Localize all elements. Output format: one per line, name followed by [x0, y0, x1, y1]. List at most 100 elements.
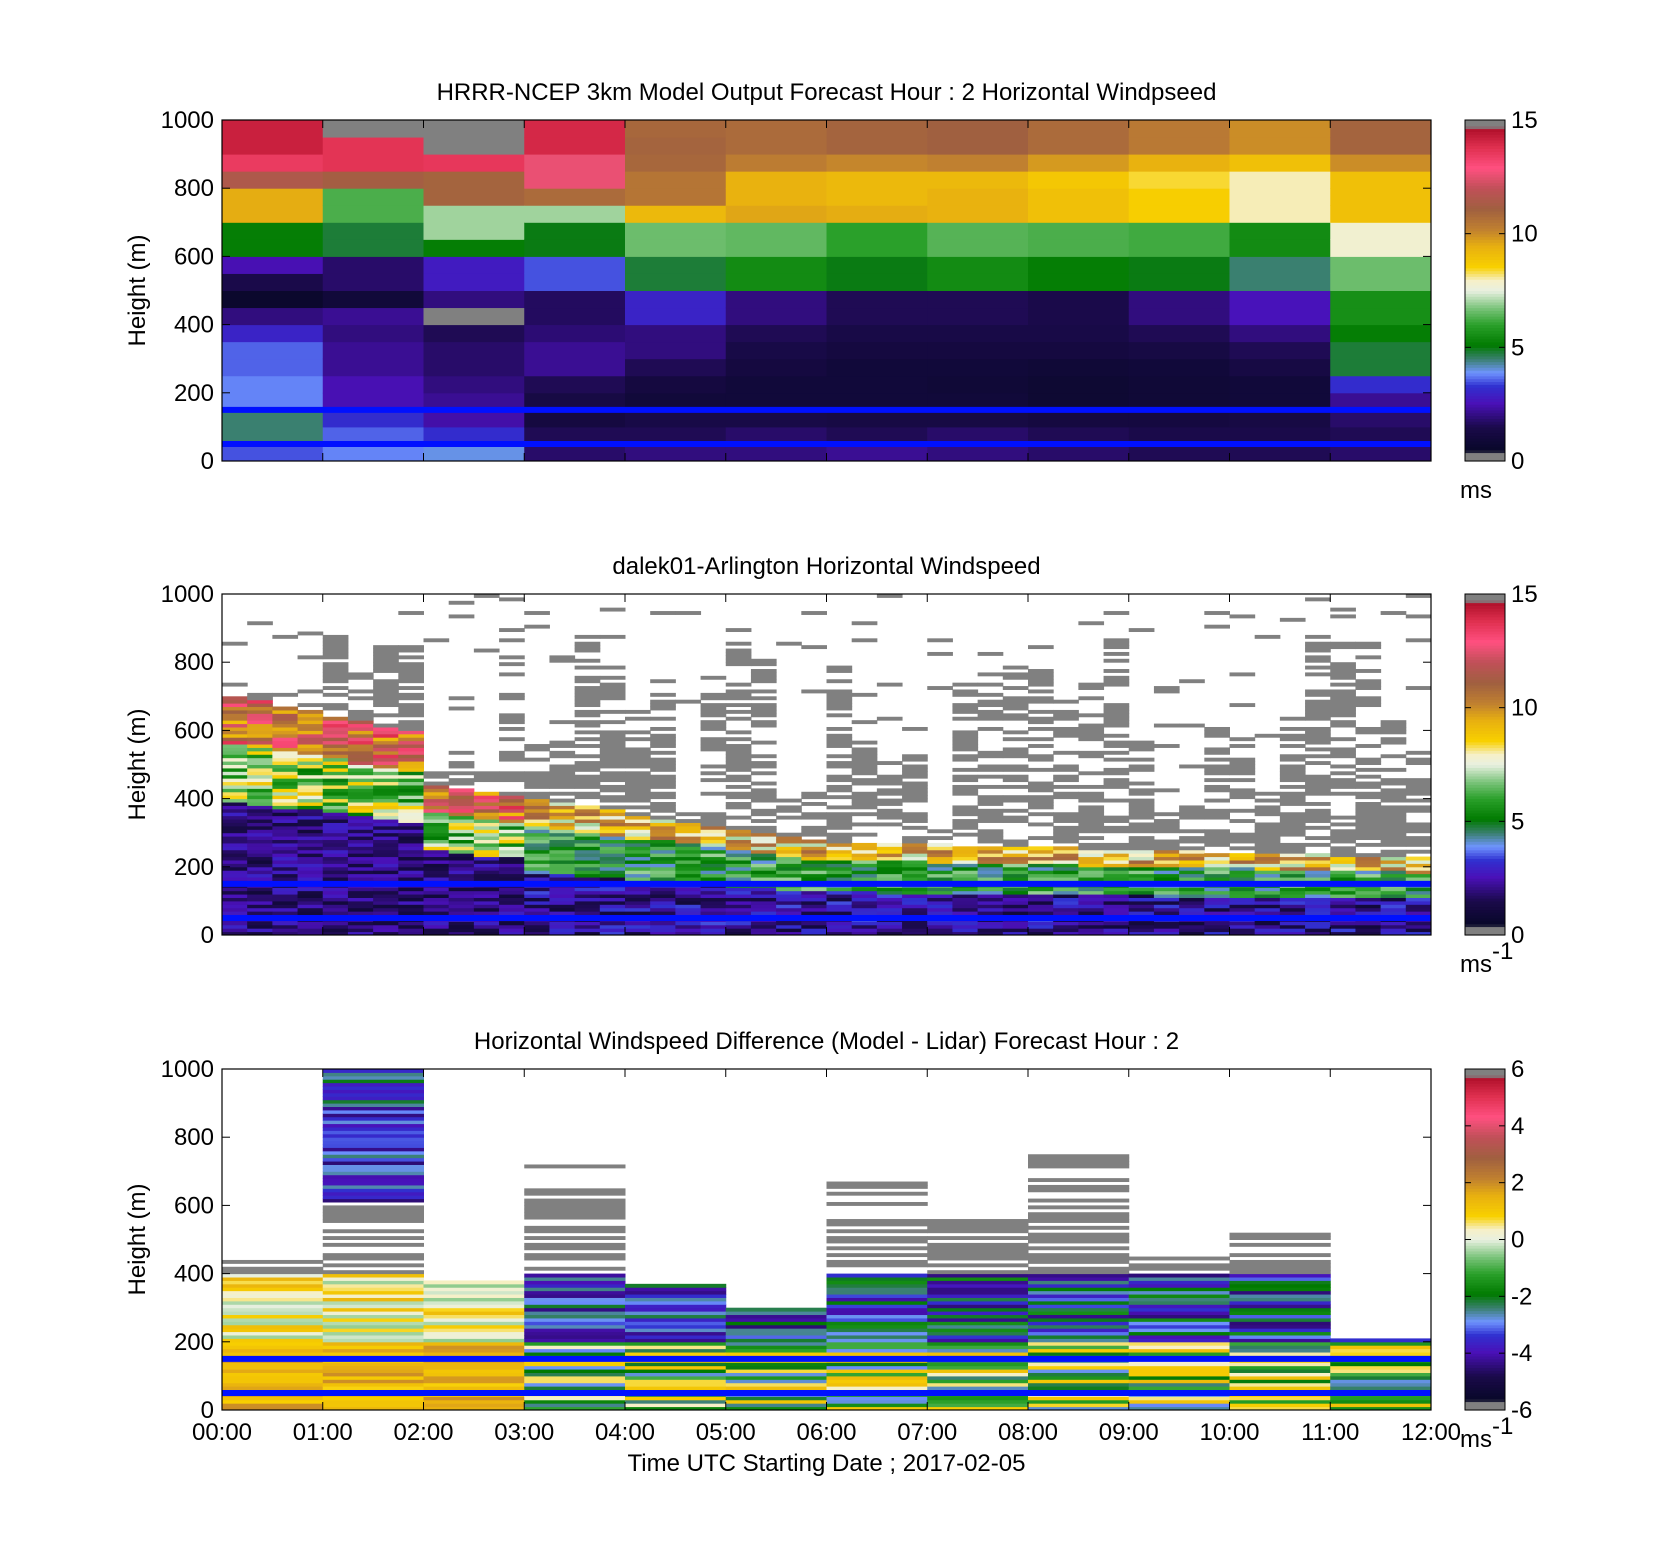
heatmap-cell — [1078, 805, 1105, 810]
heatmap-cell — [222, 1379, 324, 1384]
heatmap-cell — [1229, 672, 1256, 677]
colorbar-segment — [1465, 778, 1505, 783]
heatmap-cell — [1103, 675, 1130, 680]
heatmap-cell — [1179, 931, 1205, 936]
heatmap-cell — [1405, 757, 1432, 762]
heatmap-cell — [1229, 1263, 1331, 1268]
heatmap-cell — [1279, 778, 1306, 783]
colorbar-segment — [1465, 716, 1505, 720]
heatmap-cell — [1355, 832, 1382, 837]
heatmap-cell — [851, 812, 878, 817]
y-axis-label: Height (m) — [124, 1183, 151, 1295]
heatmap-cell — [1153, 921, 1180, 926]
colorbar-segment — [1465, 139, 1505, 144]
heatmap-cell — [650, 795, 676, 800]
heatmap-cell — [398, 836, 424, 841]
heatmap-cell — [398, 808, 424, 813]
heatmap-cell — [247, 747, 273, 752]
heatmap-cell — [297, 894, 324, 898]
heatmap-cell — [322, 1242, 424, 1247]
heatmap-cell — [625, 1372, 727, 1377]
heatmap-cell — [524, 859, 550, 864]
colorbar-segment — [1465, 1307, 1505, 1312]
heatmap-cell — [826, 1222, 928, 1227]
heatmap-cell — [1128, 1300, 1230, 1305]
heatmap-cell — [297, 795, 324, 800]
heatmap-cell — [902, 894, 928, 898]
heatmap-cell — [977, 836, 1004, 841]
heatmap-cell — [625, 839, 651, 844]
colorbar-segment — [1465, 1250, 1505, 1255]
heatmap-cell — [222, 726, 248, 731]
heatmap-cell — [1405, 839, 1432, 844]
heatmap-cell — [1330, 1369, 1432, 1373]
heatmap-cell — [524, 1164, 626, 1169]
heatmap-cell — [801, 825, 827, 830]
heatmap-cell — [1204, 750, 1230, 755]
heatmap-cell — [1380, 737, 1407, 742]
heatmap-cell — [927, 1321, 1029, 1326]
heatmap-cell — [599, 784, 626, 789]
heatmap-cell — [1002, 819, 1029, 823]
heatmap-cell — [1355, 853, 1382, 858]
heatmap-cell — [1053, 836, 1079, 841]
colorbar-segment — [1465, 316, 1505, 320]
heatmap-cell — [423, 839, 450, 844]
heatmap-cell — [599, 849, 626, 854]
heatmap-cell — [1078, 723, 1105, 728]
heatmap-cell — [322, 778, 349, 783]
heatmap-cell — [398, 726, 424, 731]
heatmap-cell — [1053, 832, 1079, 837]
heatmap-cell — [1380, 740, 1407, 745]
heatmap-cell — [247, 720, 273, 725]
heatmap-cell — [625, 188, 727, 206]
heatmap-cell — [826, 1297, 928, 1302]
colorbar-segment — [1465, 159, 1505, 164]
colorbar-segment — [1465, 1338, 1505, 1343]
heatmap-cell — [826, 1348, 928, 1353]
colorbar-segment — [1465, 1404, 1505, 1408]
colorbar-tick-label: -4 — [1511, 1340, 1532, 1367]
heatmap-cell — [272, 771, 299, 776]
colorbar-segment — [1465, 333, 1505, 337]
colorbar-segment — [1465, 1316, 1505, 1320]
colorbar-segment — [1465, 1387, 1505, 1391]
heatmap-cell — [574, 846, 601, 851]
heatmap-cell — [750, 887, 777, 892]
heatmap-cell — [776, 856, 802, 861]
heatmap-cell — [1305, 863, 1331, 868]
heatmap-cell — [1103, 669, 1130, 673]
heatmap-cell — [222, 641, 248, 646]
heatmap-cell — [977, 924, 1004, 929]
heatmap-cell — [625, 1341, 727, 1346]
heatmap-cell — [1028, 682, 1054, 687]
heatmap-cell — [927, 1273, 1029, 1278]
heatmap-cell — [322, 1382, 424, 1387]
heatmap-cell — [272, 894, 299, 898]
heatmap-cell — [952, 819, 979, 823]
heatmap-cell — [599, 747, 626, 752]
colorbar-segment — [1465, 733, 1505, 737]
heatmap-cell — [1355, 686, 1382, 690]
heatmap-cell — [1380, 723, 1407, 728]
colorbar-segment — [1465, 855, 1505, 859]
heatmap-cell — [322, 1130, 424, 1135]
heatmap-cell — [1355, 911, 1382, 916]
heatmap-cell — [625, 832, 651, 837]
heatmap-cell — [1229, 832, 1256, 837]
heatmap-cell — [1330, 822, 1356, 827]
heatmap-cell — [1128, 375, 1230, 394]
heatmap-cell — [750, 672, 777, 677]
heatmap-cell — [725, 757, 752, 762]
heatmap-cell — [1229, 846, 1256, 851]
heatmap-cell — [499, 720, 525, 725]
heatmap-cell — [700, 839, 727, 844]
heatmap-cell — [977, 856, 1004, 861]
heatmap-cell — [297, 808, 324, 813]
heatmap-cell — [398, 754, 424, 759]
heatmap-cell — [1053, 911, 1079, 916]
heatmap-cell — [650, 764, 676, 769]
heatmap-cell — [1355, 894, 1382, 898]
heatmap-cell — [1330, 426, 1432, 445]
heatmap-cell — [1229, 290, 1331, 309]
